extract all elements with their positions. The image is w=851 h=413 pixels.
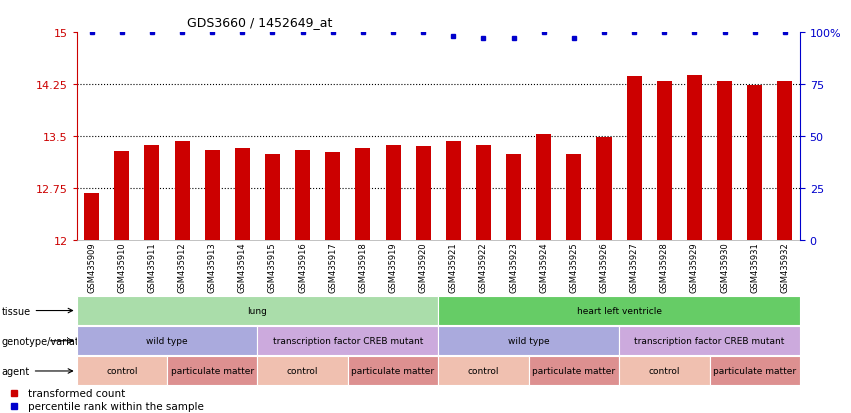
Bar: [777, 81, 792, 240]
Bar: [657, 81, 671, 240]
Bar: [620, 326, 800, 356]
Text: wild type: wild type: [508, 337, 550, 345]
Bar: [265, 154, 280, 240]
Text: control: control: [468, 367, 500, 375]
Bar: [717, 82, 732, 240]
Bar: [528, 356, 620, 386]
Text: lung: lung: [248, 306, 267, 315]
Bar: [710, 356, 800, 386]
Bar: [77, 356, 167, 386]
Text: control: control: [287, 367, 318, 375]
Bar: [145, 145, 159, 240]
Bar: [257, 356, 348, 386]
Bar: [386, 145, 401, 240]
Text: transformed count: transformed count: [28, 388, 125, 398]
Bar: [114, 152, 129, 240]
Bar: [167, 356, 257, 386]
Bar: [205, 151, 220, 240]
Bar: [235, 149, 250, 240]
Bar: [506, 155, 521, 240]
Text: control: control: [648, 367, 680, 375]
Bar: [415, 147, 431, 240]
Text: agent: agent: [2, 366, 72, 376]
Bar: [747, 85, 762, 240]
Text: transcription factor CREB mutant: transcription factor CREB mutant: [272, 337, 423, 345]
Bar: [295, 151, 310, 240]
Bar: [77, 326, 257, 356]
Bar: [620, 356, 710, 386]
Text: control: control: [106, 367, 138, 375]
Text: particulate matter: particulate matter: [171, 367, 254, 375]
Text: genotype/variation: genotype/variation: [2, 336, 94, 346]
Text: percentile rank within the sample: percentile rank within the sample: [28, 401, 204, 411]
Bar: [626, 76, 642, 240]
Bar: [77, 296, 438, 325]
Text: heart left ventricle: heart left ventricle: [577, 306, 661, 315]
Bar: [687, 76, 702, 240]
Bar: [438, 326, 619, 356]
Bar: [476, 145, 491, 240]
Text: particulate matter: particulate matter: [351, 367, 435, 375]
Text: transcription factor CREB mutant: transcription factor CREB mutant: [634, 337, 785, 345]
Text: tissue: tissue: [2, 306, 72, 316]
Bar: [536, 135, 551, 240]
Bar: [257, 326, 438, 356]
Text: GDS3660 / 1452649_at: GDS3660 / 1452649_at: [187, 16, 333, 29]
Bar: [438, 356, 528, 386]
Bar: [174, 142, 190, 240]
Bar: [356, 148, 370, 240]
Bar: [84, 193, 100, 240]
Bar: [446, 142, 461, 240]
Bar: [597, 138, 612, 240]
Text: particulate matter: particulate matter: [533, 367, 615, 375]
Bar: [325, 152, 340, 240]
Bar: [567, 154, 581, 240]
Text: wild type: wild type: [146, 337, 188, 345]
Bar: [438, 296, 800, 325]
Text: particulate matter: particulate matter: [713, 367, 797, 375]
Bar: [348, 356, 438, 386]
